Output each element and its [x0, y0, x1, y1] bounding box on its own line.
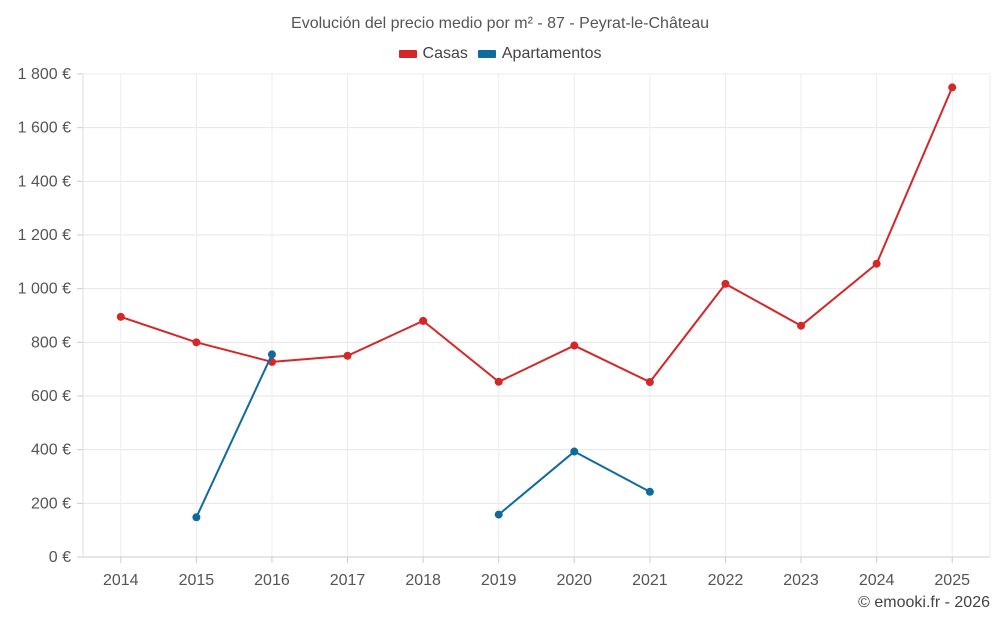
- y-tick-label: 0 €: [49, 549, 71, 566]
- grid: [83, 73, 990, 557]
- data-point-casas: [494, 377, 503, 386]
- x-tick-label: 2015: [179, 572, 215, 589]
- data-point-casas: [192, 338, 201, 347]
- x-tick-label: 2024: [859, 572, 895, 589]
- x-tick-label: 2017: [330, 572, 366, 589]
- x-tick-label: 2025: [934, 572, 970, 589]
- data-point-apartamentos: [570, 447, 579, 456]
- data-point-apartamentos: [645, 487, 654, 496]
- legend-swatch-casas: [398, 50, 417, 58]
- axes: 0 € 200 € 400 € 600 € 800 € 1 000 € 1 200 € 1 4…: [18, 66, 991, 589]
- legend-swatch-apartamentos: [477, 50, 496, 58]
- x-tick-label: 2016: [254, 572, 290, 589]
- y-tick-label: 1 800 €: [18, 66, 71, 83]
- x-tick-label: 2014: [103, 572, 139, 589]
- x-tick-label: 2023: [783, 572, 819, 589]
- legend-item-casas[interactable]: Casas: [398, 45, 468, 63]
- y-tick-label: 200 €: [31, 495, 71, 512]
- y-tick-label: 1 200 €: [18, 227, 71, 244]
- y-tick-label: 800 €: [31, 334, 71, 351]
- x-tick-label: 2021: [632, 572, 668, 589]
- y-tick-label: 600 €: [31, 388, 71, 405]
- series-line-apartamentos: [195, 353, 273, 518]
- data-point-casas: [570, 341, 579, 350]
- data-point-apartamentos: [192, 513, 201, 522]
- legend-item-apartamentos[interactable]: Apartamentos: [477, 45, 602, 63]
- y-tick-label: 1 000 €: [18, 281, 71, 298]
- data-point-casas: [721, 279, 730, 288]
- y-tick-label: 400 €: [31, 442, 71, 459]
- data-point-apartamentos: [267, 350, 276, 359]
- series-group: [116, 83, 957, 522]
- x-tick-label: 2022: [708, 572, 744, 589]
- legend-label-casas: Casas: [422, 45, 468, 62]
- data-point-casas: [343, 351, 352, 360]
- credit-text: © emooki.fr - 2026: [858, 594, 990, 611]
- legend-label-apartamentos: Apartamentos: [501, 45, 602, 62]
- y-tick-label: 1 600 €: [18, 120, 71, 137]
- data-point-casas: [116, 312, 125, 321]
- data-point-casas: [419, 316, 428, 325]
- x-tick-label: 2018: [405, 572, 441, 589]
- series-line-casas: [120, 87, 954, 384]
- data-point-casas: [797, 321, 806, 330]
- data-point-casas: [645, 378, 654, 387]
- x-tick-label: 2020: [556, 572, 592, 589]
- y-tick-label: 1 400 €: [18, 173, 71, 190]
- x-tick-label: 2019: [481, 572, 517, 589]
- data-point-casas: [948, 83, 957, 92]
- data-point-casas: [872, 259, 881, 268]
- data-point-apartamentos: [494, 510, 503, 519]
- legend: Casas Apartamentos: [0, 45, 1000, 63]
- chart-title: Evolución del precio medio por m² - 87 -…: [291, 15, 709, 32]
